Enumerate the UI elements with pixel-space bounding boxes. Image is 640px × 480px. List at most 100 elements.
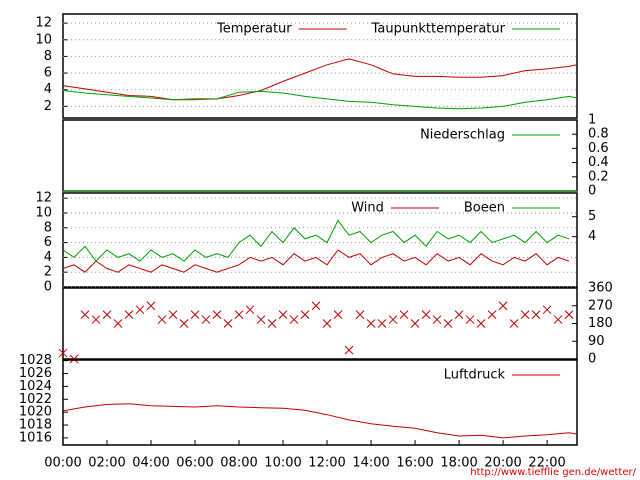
- x-tick-label: 14:00: [352, 456, 389, 471]
- y-tick-label: 2: [44, 265, 52, 280]
- data-line: [62, 219, 570, 262]
- direction-marker: [509, 319, 519, 328]
- direction-marker: [432, 315, 442, 324]
- x-tick-label: 20:00: [484, 456, 521, 471]
- y-tick-label: 10: [35, 205, 52, 220]
- direction-marker: [344, 345, 354, 355]
- y2-tick-label: 0.8: [588, 127, 609, 142]
- y2-tick-label: 360: [588, 281, 613, 296]
- direction-marker: [113, 319, 123, 328]
- direction-marker: [300, 310, 310, 319]
- direction-marker: [289, 315, 299, 324]
- y-tick-label: 1026: [19, 366, 52, 381]
- y2-tick-label: 270: [588, 298, 613, 313]
- y2-tick-label: 0: [588, 352, 596, 367]
- legend-label: Taupunkttemperatur: [371, 22, 506, 37]
- y-tick-label: 1016: [19, 430, 52, 445]
- direction-marker: [454, 310, 464, 319]
- y-tick-label: 1024: [19, 379, 52, 394]
- data-line: [62, 403, 578, 439]
- direction-marker: [267, 319, 277, 328]
- direction-marker: [366, 319, 376, 328]
- direction-marker: [421, 310, 431, 319]
- y-tick-label: 4: [44, 82, 52, 97]
- x-tick-label: 00:00: [44, 456, 81, 471]
- panel-frame: [62, 13, 578, 119]
- data-line: [62, 58, 578, 101]
- legend-label: Temperatur: [216, 22, 292, 37]
- direction-marker: [553, 315, 563, 324]
- y-tick-label: 1018: [19, 418, 52, 433]
- direction-marker: [91, 315, 101, 324]
- direction-marker: [564, 310, 574, 319]
- y2-tick-label: 5: [588, 209, 596, 224]
- y2-tick-label: 180: [588, 316, 613, 331]
- legend-label: Luftdruck: [444, 368, 506, 383]
- direction-marker: [157, 315, 167, 324]
- direction-marker: [223, 319, 233, 328]
- legend-label: Niederschlag: [420, 128, 505, 143]
- footer-link: http://www.tiefflie gen.de/wetter/: [470, 467, 636, 478]
- direction-marker: [168, 310, 178, 319]
- direction-marker: [476, 319, 486, 328]
- direction-marker: [179, 319, 189, 328]
- direction-marker: [333, 310, 343, 319]
- panel-frame: [62, 359, 578, 446]
- direction-marker: [399, 310, 409, 319]
- direction-marker: [278, 310, 288, 319]
- direction-marker: [146, 301, 156, 311]
- direction-marker: [69, 354, 79, 364]
- legend-label: Wind: [351, 201, 384, 216]
- direction-marker: [245, 305, 255, 315]
- direction-marker: [542, 305, 552, 315]
- y-tick-label: 1020: [19, 405, 52, 420]
- direction-marker: [322, 319, 332, 328]
- x-tick-label: 22:00: [528, 456, 565, 471]
- direction-marker: [520, 310, 530, 319]
- x-tick-label: 16:00: [396, 456, 433, 471]
- y2-tick-label: 0.6: [588, 141, 609, 156]
- x-tick-label: 12:00: [308, 456, 345, 471]
- y-tick-label: 6: [44, 235, 52, 250]
- direction-marker: [465, 315, 475, 324]
- y2-tick-label: 1: [588, 113, 596, 128]
- y2-tick-label: 90: [588, 334, 605, 349]
- y-tick-label: 0: [44, 280, 52, 295]
- direction-marker: [58, 348, 68, 358]
- y-tick-label: 6: [44, 66, 52, 81]
- x-tick-label: 04:00: [132, 456, 169, 471]
- y2-tick-label: 0: [588, 184, 596, 199]
- direction-marker: [311, 301, 321, 311]
- x-tick-label: 02:00: [88, 456, 125, 471]
- y2-tick-label: 0.4: [588, 155, 609, 170]
- data-line: [62, 90, 578, 110]
- x-tick-label: 08:00: [220, 456, 257, 471]
- direction-marker: [124, 310, 134, 319]
- y-tick-label: 8: [44, 220, 52, 235]
- direction-marker: [256, 315, 266, 324]
- y-tick-label: 1028: [19, 353, 52, 368]
- panel-frame: [62, 287, 578, 360]
- y2-tick-label: 4: [588, 229, 596, 244]
- y-tick-label: 12: [35, 16, 52, 31]
- y-tick-label: 12: [35, 191, 52, 206]
- direction-marker: [410, 319, 420, 328]
- direction-marker: [531, 310, 541, 319]
- direction-marker: [212, 310, 222, 319]
- direction-marker: [80, 310, 90, 319]
- legend-label: Boeen: [464, 201, 505, 216]
- x-tick-label: 18:00: [440, 456, 477, 471]
- direction-marker: [102, 310, 112, 319]
- y2-tick-label: 0.2: [588, 169, 609, 184]
- y-tick-label: 8: [44, 49, 52, 64]
- y-tick-label: 2: [44, 99, 52, 114]
- direction-marker: [355, 310, 365, 319]
- direction-marker: [377, 319, 387, 328]
- direction-marker: [443, 319, 453, 328]
- y-tick-label: 1022: [19, 392, 52, 407]
- direction-marker: [234, 310, 244, 319]
- y-tick-label: 10: [35, 32, 52, 47]
- direction-marker: [201, 315, 211, 324]
- direction-marker: [388, 315, 398, 324]
